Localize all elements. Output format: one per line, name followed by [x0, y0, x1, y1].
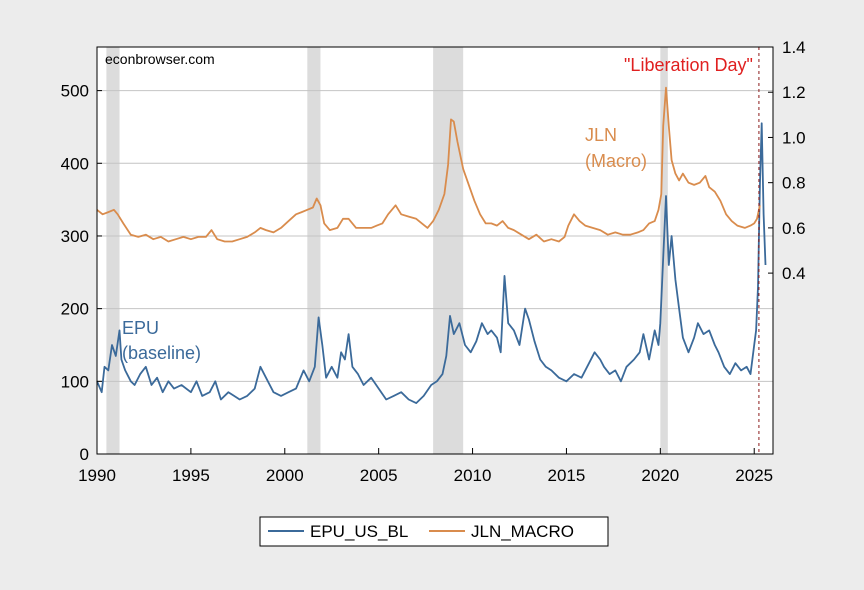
source-label: econbrowser.com [105, 51, 215, 67]
epu-annotation-line1: EPU [122, 318, 159, 338]
legend-label-jln: JLN_MACRO [471, 522, 574, 541]
jln-annotation-line2: (Macro) [585, 151, 647, 171]
jln-annotation-line1: JLN [585, 125, 617, 145]
series-group [96, 86, 767, 404]
x-tick-label-0: 1990 [78, 466, 116, 485]
y-left-tick-label-4: 400 [61, 154, 89, 173]
series-line-jln-macro [96, 86, 761, 243]
x-tick-label-7: 2025 [735, 466, 773, 485]
legend: EPU_US_BL JLN_MACRO [259, 516, 609, 547]
recession-band-2 [433, 47, 464, 454]
y-left-tick-label-0: 0 [80, 445, 89, 464]
y-left-tick-label-3: 300 [61, 227, 89, 246]
y-right-tick-label-1: 0.6 [782, 219, 806, 238]
y-right-tick-label-4: 1.2 [782, 83, 806, 102]
series-line-epu-us-bl [96, 122, 767, 404]
epu-annotation-line2: (baseline) [122, 343, 201, 363]
x-tick-label-5: 2015 [548, 466, 586, 485]
axes: 0 100 200 300 400 500 0.4 0.6 0.8 1.0 1.2 1.4 1990 19… [61, 38, 806, 485]
recession-band-1 [307, 47, 321, 454]
y-right-tick-label-5: 1.4 [782, 38, 806, 57]
y-left-tick-label-1: 100 [61, 372, 89, 391]
x-tick-label-6: 2020 [641, 466, 679, 485]
plot-frame [96, 46, 774, 455]
x-tick-label-2: 2000 [266, 466, 304, 485]
y-left-tick-label-2: 200 [61, 300, 89, 319]
x-tick-label-3: 2005 [360, 466, 398, 485]
y-right-tick-label-0: 0.4 [782, 264, 806, 283]
recession-band-0 [106, 47, 120, 454]
y-left-tick-label-5: 500 [61, 82, 89, 101]
event-marker: "Liberation Day" [624, 47, 760, 454]
x-tick-label-4: 2010 [454, 466, 492, 485]
y-right-tick-label-3: 1.0 [782, 128, 806, 147]
legend-label-epu: EPU_US_BL [310, 522, 408, 541]
grid-lines [97, 90, 773, 382]
x-tick-label-1: 1995 [172, 466, 210, 485]
event-label: "Liberation Day" [624, 55, 753, 75]
y-right-tick-label-2: 0.8 [782, 174, 806, 193]
